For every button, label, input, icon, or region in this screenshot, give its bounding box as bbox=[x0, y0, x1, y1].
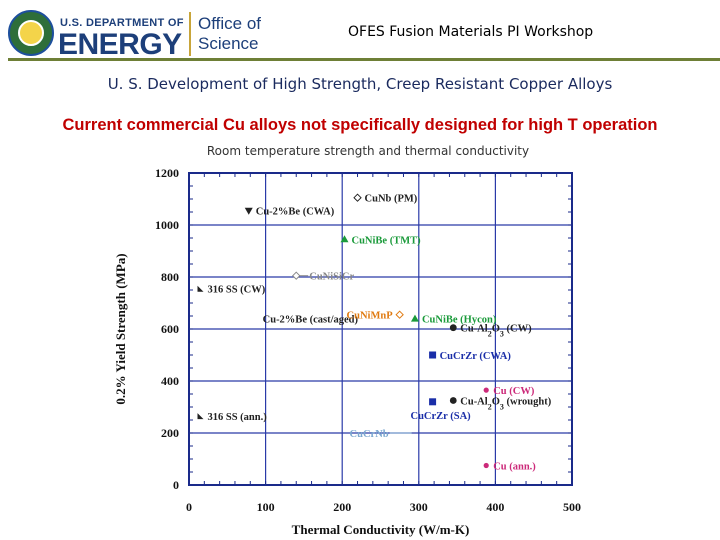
data-point-label: Cu-Al2O3 (CW) bbox=[460, 324, 532, 339]
data-point bbox=[292, 271, 301, 280]
data-point bbox=[483, 462, 489, 469]
data-point-label: 316 SS (CW) bbox=[207, 285, 265, 296]
scatter-chart: 0 100 200 300 400 500 0 200 400 600 800 1000 1200 The… bbox=[113, 166, 581, 537]
data-point-label: CuCrZr (CWA) bbox=[440, 351, 512, 362]
data-point-label: Cu (ann.) bbox=[493, 462, 536, 473]
doe-seal-icon bbox=[8, 10, 54, 56]
x-tick-label: 300 bbox=[410, 500, 428, 514]
slide-title: U. S. Development of High Strength, Cree… bbox=[107, 75, 613, 93]
x-tick-label: 0 bbox=[186, 500, 192, 514]
office-line1: Office of bbox=[198, 14, 261, 33]
data-point bbox=[353, 193, 362, 202]
doe-office-of-science-logo: U.S. DEPARTMENT OF ENERGY Office of Scie… bbox=[8, 8, 276, 61]
data-point bbox=[410, 314, 419, 322]
doe-name-line2: ENERGY bbox=[58, 28, 182, 61]
chart-caption: Room temperature strength and thermal co… bbox=[206, 144, 530, 158]
x-tick-label: 500 bbox=[563, 500, 581, 514]
y-tick-label: 200 bbox=[161, 426, 179, 440]
logo-divider bbox=[189, 12, 191, 56]
slide-header: U.S. DEPARTMENT OF ENERGY Office of Scie… bbox=[0, 0, 720, 62]
y-tick-label: 1200 bbox=[155, 166, 179, 180]
y-tick-label: 800 bbox=[161, 270, 179, 284]
data-point-label: CuNiSiCr bbox=[309, 272, 354, 283]
data-point-label: Cu (CW) bbox=[493, 386, 535, 397]
data-point bbox=[197, 413, 204, 420]
y-tick-label: 400 bbox=[161, 374, 179, 388]
office-of-science-text: Office of Science bbox=[198, 14, 261, 54]
data-point bbox=[483, 387, 489, 393]
office-line2: Science bbox=[198, 34, 259, 53]
workshop-title: OFES Fusion Materials PI Workshop bbox=[348, 24, 594, 40]
y-tick-label: 600 bbox=[161, 322, 179, 336]
data-point-label: CuNiBe (TMT) bbox=[351, 235, 421, 246]
data-point-label: CuNiMnP bbox=[347, 311, 394, 322]
data-point-label: CuNiBe (Hycon) bbox=[422, 315, 497, 326]
x-tick-label: 200 bbox=[333, 500, 351, 514]
data-point-label: Cu-2%Be (cast/aged) bbox=[263, 315, 359, 326]
y-axis-label: 0.2% Yield Strength (MPa) bbox=[113, 253, 128, 404]
data-point bbox=[244, 207, 253, 215]
data-point-label: CuNb (PM) bbox=[365, 194, 418, 205]
data-point-label: CuCrNb bbox=[350, 429, 389, 440]
data-point-label: Cu-2%Be (CWA) bbox=[256, 207, 335, 218]
data-point bbox=[429, 398, 437, 406]
x-axis-label: Thermal Conductivity (W/m-K) bbox=[292, 522, 470, 537]
data-point bbox=[449, 397, 457, 404]
header-rule bbox=[8, 58, 720, 61]
x-tick-label: 400 bbox=[486, 500, 504, 514]
y-tick-label: 1000 bbox=[155, 218, 179, 232]
data-point-label: CuCrZr (SA) bbox=[410, 411, 471, 422]
data-point bbox=[429, 351, 437, 359]
data-point-label: Cu-Al2O3 (wrought) bbox=[460, 397, 551, 412]
data-point-label: 316 SS (ann.) bbox=[207, 412, 267, 423]
data-point bbox=[449, 324, 457, 332]
x-tick-label: 100 bbox=[257, 500, 275, 514]
y-tick-label: 0 bbox=[173, 478, 179, 492]
data-point bbox=[395, 310, 404, 319]
data-point bbox=[340, 235, 349, 243]
data-point bbox=[197, 285, 204, 292]
doe-name-line1: U.S. DEPARTMENT OF bbox=[60, 17, 184, 29]
slide-subtitle: Current commercial Cu alloys not specifi… bbox=[62, 116, 658, 134]
